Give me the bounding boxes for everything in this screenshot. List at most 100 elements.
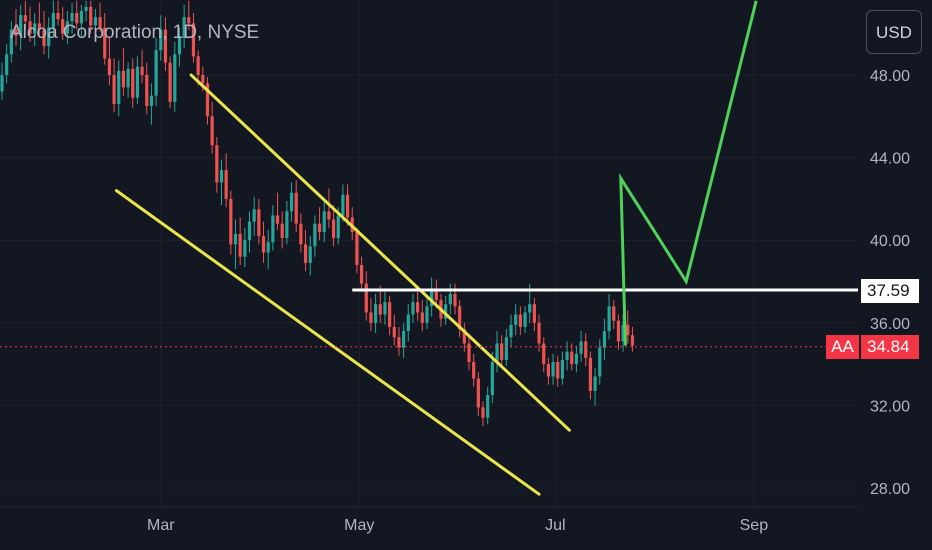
candle-body bbox=[210, 116, 214, 146]
candle-body bbox=[388, 302, 392, 327]
candle-body bbox=[593, 376, 597, 391]
time-tick-label: Sep bbox=[740, 517, 769, 534]
candle-body bbox=[490, 362, 494, 396]
candle-body bbox=[514, 314, 518, 325]
candle bbox=[271, 205, 275, 251]
candle-body bbox=[378, 304, 382, 315]
candle bbox=[168, 56, 172, 109]
candle-body bbox=[546, 364, 550, 377]
candle bbox=[247, 211, 252, 253]
candle bbox=[322, 200, 326, 243]
candle-body bbox=[406, 314, 410, 332]
candle-body bbox=[430, 289, 434, 307]
candle-body bbox=[322, 211, 326, 232]
candle bbox=[303, 229, 308, 272]
candle bbox=[70, 2, 74, 34]
candle-body bbox=[584, 341, 588, 358]
candle-body bbox=[369, 312, 373, 323]
candle-body bbox=[383, 302, 387, 315]
candle bbox=[126, 62, 130, 98]
candle-body bbox=[266, 242, 270, 253]
candle-body bbox=[607, 306, 611, 332]
candle bbox=[486, 386, 490, 424]
candle-body bbox=[117, 70, 121, 104]
candle-body bbox=[79, 10, 83, 24]
candle bbox=[397, 326, 401, 356]
candle-body bbox=[308, 246, 312, 263]
candle bbox=[467, 337, 471, 371]
candle-body bbox=[574, 353, 579, 365]
candle-body bbox=[523, 312, 527, 327]
price-axis[interactable]: 28.00 32.00 36.00 40.00 44.00 48.00 bbox=[870, 68, 910, 498]
candle-body bbox=[0, 75, 4, 92]
candle bbox=[51, 0, 55, 38]
time-tick-label: Jul bbox=[545, 517, 565, 534]
candle-body bbox=[392, 326, 396, 338]
candle bbox=[37, 2, 41, 38]
candle bbox=[9, 21, 13, 63]
candle-body bbox=[205, 83, 210, 117]
candle bbox=[65, 10, 69, 45]
candle-body bbox=[243, 240, 247, 257]
candle-body bbox=[84, 6, 88, 11]
candle bbox=[458, 300, 462, 338]
candle-body bbox=[588, 357, 593, 391]
candle-body bbox=[28, 21, 32, 34]
candle-body bbox=[551, 362, 555, 377]
candle bbox=[504, 328, 508, 367]
candle bbox=[523, 306, 527, 334]
candle-body bbox=[500, 343, 504, 360]
currency-button[interactable]: USD bbox=[866, 10, 922, 54]
time-axis[interactable]: Mar May Jul Sep bbox=[0, 506, 858, 534]
candle bbox=[388, 295, 392, 336]
candle bbox=[495, 331, 499, 373]
candle-body bbox=[56, 13, 60, 20]
price-tick-label: 32.00 bbox=[870, 398, 910, 415]
candle-body bbox=[327, 211, 331, 220]
candle-body bbox=[14, 29, 18, 36]
candle-body bbox=[602, 331, 607, 348]
candle-body bbox=[630, 335, 635, 346]
candle-body bbox=[126, 68, 130, 88]
candle bbox=[233, 219, 238, 270]
candle bbox=[182, 4, 186, 49]
candle bbox=[98, 2, 102, 32]
candle bbox=[565, 341, 569, 371]
candle bbox=[402, 322, 406, 358]
candle-body bbox=[33, 23, 37, 34]
candle bbox=[14, 8, 18, 47]
candle-body bbox=[303, 244, 308, 263]
candle-body bbox=[145, 75, 149, 106]
candle bbox=[425, 298, 429, 329]
candle-body bbox=[467, 343, 471, 363]
candle bbox=[588, 351, 593, 400]
candle-body bbox=[191, 23, 196, 57]
candle-body bbox=[75, 13, 79, 24]
candle bbox=[154, 37, 158, 106]
candle bbox=[570, 343, 574, 371]
candle bbox=[383, 291, 387, 325]
candle bbox=[261, 221, 266, 263]
candle-body bbox=[285, 211, 289, 239]
candle-body bbox=[23, 15, 27, 22]
price-tick-label: 44.00 bbox=[870, 151, 910, 168]
candle-body bbox=[453, 293, 457, 307]
candle-body bbox=[598, 347, 602, 377]
candle-body bbox=[103, 27, 107, 59]
candle-body bbox=[9, 29, 13, 55]
candle-body bbox=[299, 223, 303, 245]
candle bbox=[317, 207, 322, 241]
candle-body bbox=[616, 320, 621, 342]
candle-body bbox=[271, 215, 275, 243]
candle-body bbox=[565, 351, 569, 360]
candle-body bbox=[107, 58, 112, 75]
candle bbox=[490, 351, 494, 404]
candle bbox=[243, 227, 247, 268]
candle-body bbox=[275, 215, 280, 224]
symbol-tag: AA bbox=[826, 335, 859, 359]
candle-body bbox=[486, 395, 490, 418]
candle bbox=[252, 196, 256, 237]
candle bbox=[626, 310, 630, 344]
